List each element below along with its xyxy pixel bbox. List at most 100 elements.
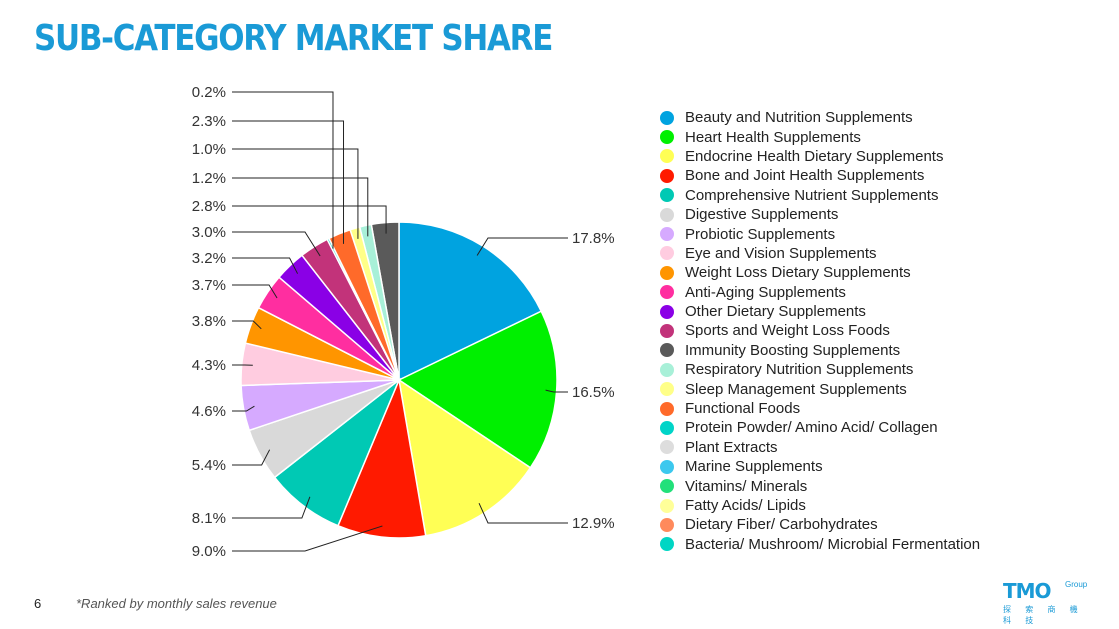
- data-label: 16.5%: [572, 384, 615, 401]
- legend-label: Anti-Aging Supplements: [685, 283, 846, 301]
- data-labels: 17.8% 16.5% 12.9% 9.0% 8.1% 5.4% 4.6% 4.3% 3.8% 3…: [192, 84, 615, 560]
- data-label: 1.2%: [192, 170, 226, 187]
- legend-swatch: [660, 537, 674, 552]
- company-logo: TMO Group 探 索 商 機 科 技: [1003, 577, 1103, 625]
- legend-label: Dietary Fiber/ Carbohydrates: [685, 516, 878, 534]
- legend-item: Dietary Fiber/ Carbohydrates: [660, 515, 980, 534]
- data-label: 2.8%: [192, 198, 226, 215]
- legend-swatch: [660, 517, 674, 532]
- legend-swatch: [660, 188, 674, 203]
- legend-item: Marine Supplements: [660, 457, 980, 476]
- legend-label: Plant Extracts: [685, 438, 778, 456]
- leader-line: [232, 320, 262, 330]
- pie-wedges: [240, 221, 558, 539]
- legend-label: Heart Health Supplements: [685, 128, 861, 146]
- legend-item: Digestive Supplements: [660, 205, 980, 224]
- legend-label: Digestive Supplements: [685, 206, 839, 224]
- legend-swatch: [660, 265, 674, 280]
- legend-label: Immunity Boosting Supplements: [685, 341, 901, 359]
- legend-swatch: [660, 207, 674, 222]
- legend-item: Fatty Acids/ Lipids: [660, 496, 980, 515]
- legend-swatch: [660, 285, 674, 300]
- legend-swatch: [660, 440, 674, 455]
- legend-item: Sleep Management Supplements: [660, 379, 980, 398]
- data-label: 3.2%: [192, 250, 226, 267]
- legend-item: Heart Health Supplements: [660, 127, 980, 146]
- legend-item: Protein Powder/ Amino Acid/ Collagen: [660, 418, 980, 437]
- logo-tagline: 探 索 商 機 科 技: [1003, 605, 1084, 625]
- page-number: 6: [34, 596, 42, 611]
- legend-swatch: [660, 304, 674, 319]
- legend-item: Sports and Weight Loss Foods: [660, 321, 980, 340]
- legend-label: Marine Supplements: [685, 458, 823, 476]
- leader-line: [232, 91, 334, 249]
- data-label: 3.0%: [192, 224, 226, 241]
- legend-label: Other Dietary Supplements: [685, 303, 866, 321]
- data-label: 9.0%: [192, 543, 226, 560]
- leader-line: [232, 525, 383, 552]
- legend-swatch: [660, 401, 674, 416]
- data-label: 17.8%: [572, 230, 615, 247]
- legend-item: Functional Foods: [660, 399, 980, 418]
- leader-line: [478, 503, 568, 524]
- legend-label: Bone and Joint Health Supplements: [685, 167, 925, 185]
- leader-line: [545, 389, 568, 393]
- footnote: *Ranked by monthly sales revenue: [76, 596, 277, 611]
- legend-swatch: [660, 149, 674, 164]
- legend-label: Protein Powder/ Amino Acid/ Collagen: [685, 419, 938, 437]
- leader-line: [232, 148, 359, 239]
- data-label: 4.3%: [192, 357, 226, 374]
- legend-swatch: [660, 459, 674, 474]
- legend-swatch: [660, 382, 674, 397]
- pie-slice: [397, 378, 532, 537]
- legend-item: Bone and Joint Health Supplements: [660, 166, 980, 185]
- legend-item: Anti-Aging Supplements: [660, 283, 980, 302]
- legend-label: Comprehensive Nutrient Supplements: [685, 186, 939, 204]
- data-label: 4.6%: [192, 403, 226, 420]
- data-label: 2.3%: [192, 113, 226, 130]
- legend-label: Sports and Weight Loss Foods: [685, 322, 890, 340]
- legend-swatch: [660, 498, 674, 513]
- data-label: 1.0%: [192, 141, 226, 158]
- data-label: 5.4%: [192, 457, 226, 474]
- legend-item: Endocrine Health Dietary Supplements: [660, 147, 980, 166]
- legend-item: Comprehensive Nutrient Supplements: [660, 186, 980, 205]
- leader-line: [476, 237, 568, 256]
- legend-item: Bacteria/ Mushroom/ Microbial Fermentati…: [660, 535, 980, 554]
- legend-item: Weight Loss Dietary Supplements: [660, 263, 980, 282]
- legend-item: Beauty and Nutrition Supplements: [660, 108, 980, 127]
- legend-label: Sleep Management Supplements: [685, 380, 907, 398]
- legend-swatch: [660, 323, 674, 338]
- legend-label: Respiratory Nutrition Supplements: [685, 361, 914, 379]
- legend-swatch: [660, 343, 674, 358]
- legend-swatch: [660, 168, 674, 183]
- legend-swatch: [660, 479, 674, 494]
- legend-item: Immunity Boosting Supplements: [660, 341, 980, 360]
- pie-slice: [326, 237, 400, 381]
- logo-sub-text: Group: [1065, 580, 1088, 589]
- pie-slice: [397, 310, 558, 469]
- legend-label: Fatty Acids/ Lipids: [685, 497, 806, 514]
- legend-label: Probiotic Supplements: [685, 225, 836, 243]
- legend-label: Weight Loss Dietary Supplements: [685, 264, 911, 282]
- leader-line: [232, 405, 255, 412]
- legend-label: Beauty and Nutrition Supplements: [685, 109, 913, 127]
- legend-swatch: [660, 362, 674, 377]
- leader-line: [232, 231, 321, 257]
- page-title: SUB-CATEGORY MARKET SHARE: [34, 18, 553, 59]
- data-label: 0.2%: [192, 84, 226, 101]
- leader-line: [232, 120, 345, 244]
- legend-swatch: [660, 110, 674, 125]
- leader-line: [232, 205, 387, 234]
- legend-label: Functional Foods: [685, 400, 801, 418]
- legend-swatch: [660, 130, 674, 145]
- legend-item: Other Dietary Supplements: [660, 302, 980, 321]
- legend-item: Eye and Vision Supplements: [660, 244, 980, 263]
- leader-line: [232, 284, 278, 299]
- logo-main-text: TMO: [1003, 579, 1052, 603]
- data-label: 8.1%: [192, 510, 226, 527]
- legend-swatch: [660, 420, 674, 435]
- chart-legend: Beauty and Nutrition Supplements Heart He…: [660, 108, 980, 554]
- legend-item: Plant Extracts: [660, 438, 980, 457]
